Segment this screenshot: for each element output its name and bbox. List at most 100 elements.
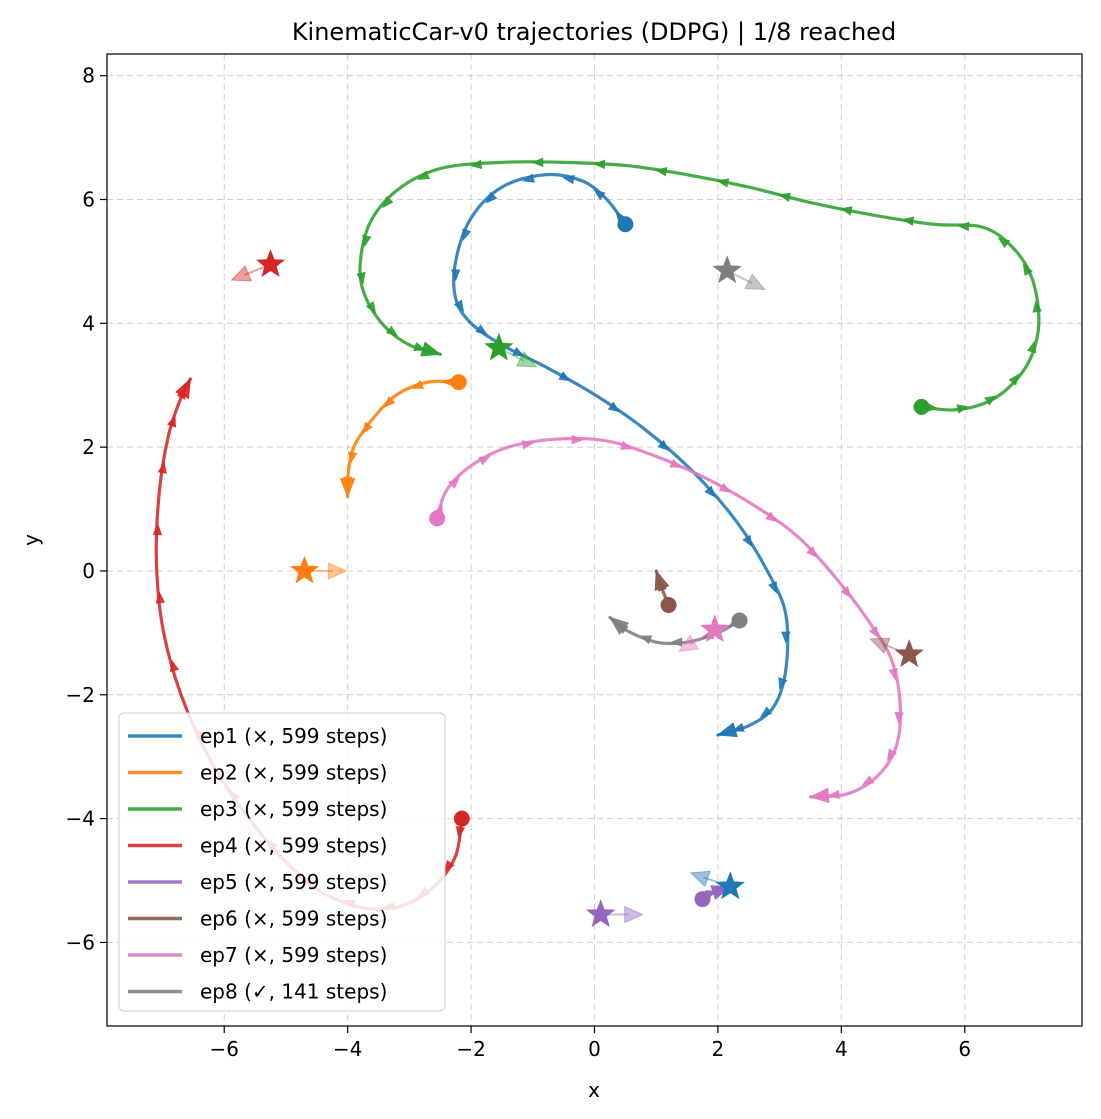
direction-arrow [444, 859, 455, 873]
goal-heading-arrow [689, 870, 711, 888]
goal-star-ep7 [700, 614, 730, 643]
start-marker-ep2 [450, 374, 467, 391]
direction-arrow [462, 228, 472, 242]
direction-arrow [356, 271, 366, 285]
goal-heading-arrow [515, 350, 538, 368]
series-ep3 [356, 157, 1042, 414]
goal-star-ep4 [255, 249, 286, 277]
direction-arrow [169, 659, 180, 673]
direction-arrow [1032, 300, 1042, 313]
end-arrow [654, 569, 670, 591]
direction-arrow [806, 546, 818, 559]
direction-arrow [558, 371, 571, 382]
direction-arrow [669, 458, 683, 468]
direction-arrow [475, 324, 488, 335]
direction-arrow [901, 216, 915, 226]
goal-star-ep1 [715, 871, 745, 900]
y-tick-label: −4 [66, 807, 95, 831]
start-marker-ep3 [913, 398, 930, 415]
direction-arrow [886, 748, 898, 761]
end-arrow [716, 722, 738, 738]
direction-arrow [512, 346, 525, 357]
x-tick-label: 0 [588, 1037, 601, 1061]
trajectory-line [435, 436, 903, 799]
direction-arrow [562, 174, 575, 185]
y-axis-label: y [19, 534, 43, 546]
direction-arrow [362, 234, 372, 248]
goal-heading-arrow [327, 562, 348, 580]
direction-arrow [571, 434, 584, 445]
start-marker-ep8 [731, 612, 748, 629]
direction-arrow [365, 301, 377, 314]
direction-arrow [1027, 340, 1037, 354]
end-arrow [339, 478, 356, 499]
goal-star-ep6 [894, 639, 924, 668]
start-marker-ep1 [617, 216, 634, 233]
legend-label-ep2: ep2 (×, 599 steps) [200, 761, 387, 785]
direction-arrow [485, 191, 498, 204]
direction-arrow [840, 586, 852, 599]
direction-arrow [768, 581, 778, 594]
marker-layer [230, 216, 930, 928]
direction-arrow [348, 451, 358, 464]
y-tick-label: −2 [66, 683, 95, 707]
trajectory-line [358, 160, 1041, 412]
series-ep7 [433, 434, 904, 804]
direction-arrow [453, 299, 465, 313]
direction-arrow [362, 421, 373, 435]
direction-arrow [778, 192, 791, 202]
end-arrow [175, 377, 191, 400]
y-tick-label: 8 [82, 64, 95, 88]
goal-star-ep5 [586, 899, 616, 928]
direction-arrow [654, 166, 668, 177]
start-marker-ep4 [453, 810, 470, 827]
direction-arrow [157, 461, 168, 474]
end-arrow [608, 616, 630, 635]
direction-arrow [888, 668, 898, 681]
ticks: −6 −4 −2 0 2 4 6 −6 −4 −2 0 2 4 6 8 [66, 64, 972, 1061]
direction-arrow [778, 677, 788, 690]
direction-arrow [593, 189, 606, 201]
y-tick-label: 6 [82, 187, 95, 211]
y-tick-label: 4 [82, 311, 95, 335]
goal-star-ep8 [712, 255, 742, 284]
direction-arrow [670, 637, 683, 647]
start-marker-ep5 [694, 891, 711, 908]
goal-heading-arrow [869, 637, 891, 654]
goal-heading-arrow [744, 273, 766, 291]
x-tick-label: 2 [712, 1037, 725, 1061]
start-marker-ep6 [660, 597, 677, 614]
direction-arrow [152, 523, 163, 536]
y-tick-label: −6 [66, 930, 95, 954]
direction-arrow [531, 157, 544, 168]
x-tick-label: 6 [958, 1037, 971, 1061]
direction-arrow [411, 380, 424, 389]
direction-arrow [620, 441, 633, 451]
direction-arrow [718, 482, 732, 493]
direction-arrow [956, 404, 970, 414]
direction-arrow [657, 439, 670, 452]
x-axis-label: x [588, 1078, 600, 1102]
legend-label-ep3: ep3 (×, 599 steps) [200, 797, 387, 821]
goal-heading-arrow [230, 265, 252, 282]
series-ep2 [339, 377, 461, 499]
direction-arrow [521, 440, 535, 450]
direction-arrow [760, 706, 773, 718]
direction-arrow [984, 395, 997, 406]
goal-star-ep3 [484, 332, 514, 361]
direction-arrow [716, 178, 730, 188]
direction-arrow [167, 414, 177, 428]
direction-arrow [383, 396, 396, 408]
direction-arrow [522, 173, 535, 183]
legend: ep1 (×, 599 steps) ep2 (×, 599 steps) ep3 … [118, 712, 446, 1012]
legend-box [118, 712, 446, 1012]
legend-label-ep8: ep8 (✓, 141 steps) [200, 980, 387, 1004]
direction-arrow [639, 635, 653, 645]
chart-title: KinematicCar-v0 trajectories (DDPG) | 1/… [292, 18, 896, 46]
direction-arrow [607, 401, 621, 413]
direction-arrow [478, 455, 491, 466]
direction-arrow [593, 159, 606, 170]
direction-arrow [382, 196, 394, 209]
direction-arrow [450, 269, 461, 282]
direction-arrow [385, 325, 399, 337]
